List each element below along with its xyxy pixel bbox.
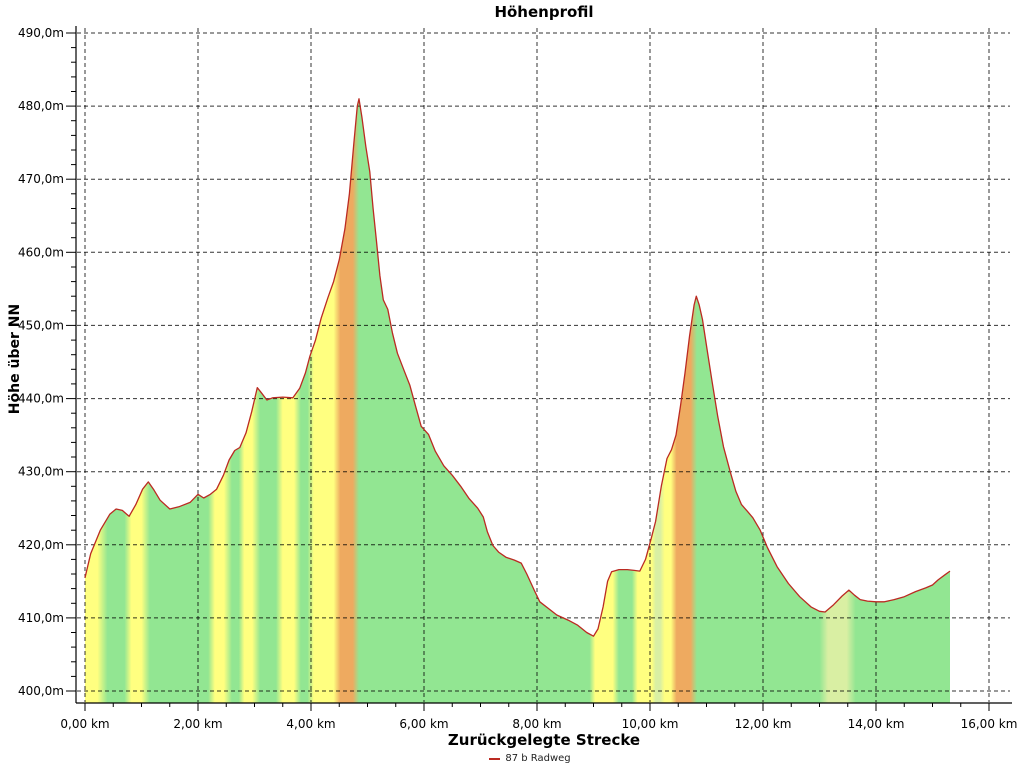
x-axis-title: Zurückgelegte Strecke	[447, 731, 641, 749]
x-tick-label: 8,00 km	[512, 717, 561, 731]
legend-series-label: 87 b Radweg	[505, 753, 571, 764]
x-tick-label: 14,00 km	[848, 717, 905, 731]
x-tick-label: 10,00 km	[622, 717, 679, 731]
legend: 87 b Radweg	[18, 753, 1024, 764]
y-tick-label: 490,0m	[18, 26, 64, 40]
elevation-area	[85, 98, 950, 704]
y-tick-label: 460,0m	[18, 245, 64, 259]
y-tick-label: 450,0m	[18, 318, 64, 332]
x-tick-label: 4,00 km	[286, 717, 335, 731]
x-tick-label: 16,00 km	[961, 717, 1018, 731]
y-tick-label: 480,0m	[18, 99, 64, 113]
y-tick-label: 470,0m	[18, 172, 64, 186]
x-tick-label: 12,00 km	[735, 717, 792, 731]
y-axis-title: Höhe über NN	[7, 303, 23, 415]
x-tick-label: 0,00 km	[60, 717, 109, 731]
chart-title: Höhenprofil	[494, 3, 594, 21]
ticks	[66, 32, 990, 711]
y-tick-label: 420,0m	[18, 538, 64, 552]
y-tick-label: 410,0m	[18, 611, 64, 625]
x-tick-label: 6,00 km	[399, 717, 448, 731]
legend-line-marker	[489, 757, 501, 760]
y-tick-label: 430,0m	[18, 465, 64, 479]
tick-labels: 490,0m 480,0m 470,0m 460,0m 450,0m 440,0m 430,…	[18, 26, 1017, 731]
gridlines	[77, 28, 1010, 702]
axes	[75, 26, 1012, 704]
elevation-line	[84, 98, 951, 637]
y-tick-label: 440,0m	[18, 392, 64, 406]
y-tick-label: 400,0m	[18, 684, 64, 698]
x-tick-label: 2,00 km	[173, 717, 222, 731]
